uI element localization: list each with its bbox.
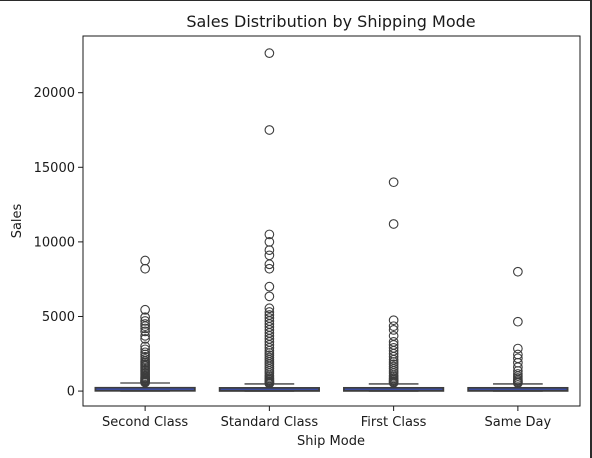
chart-title: Sales Distribution by Shipping Mode <box>186 12 475 31</box>
x-tick-label: Second Class <box>102 415 188 430</box>
outlier-point <box>140 316 150 326</box>
outlier-point <box>264 250 275 261</box>
box-standard-class <box>218 48 320 392</box>
box-first-class <box>343 177 445 392</box>
x-axis: Second Class Standard Class First Class Sam… <box>102 406 552 430</box>
y-axis-label: Sales <box>10 203 25 238</box>
plot-frame <box>82 35 581 407</box>
window-edge-top <box>0 0 592 1</box>
outlier-point <box>140 323 150 334</box>
outlier-point <box>388 315 399 326</box>
outlier-point <box>264 291 275 302</box>
outlier-point <box>264 263 275 274</box>
outlier-point <box>140 263 150 274</box>
outlier-point <box>264 342 275 353</box>
outlier-point <box>388 177 399 188</box>
x-tick-label: Standard Class <box>221 415 319 430</box>
outlier-point <box>388 351 399 362</box>
outlier-point <box>264 245 275 255</box>
y-tick-label: 5000 <box>42 310 75 325</box>
outlier-point <box>513 266 523 277</box>
box-same-day <box>467 266 569 392</box>
outlier-point <box>513 378 523 388</box>
outlier-point <box>264 281 275 292</box>
outlier-point <box>264 229 275 240</box>
y-tick-label: 0 <box>67 385 75 400</box>
box-second-class <box>94 255 196 392</box>
outlier-point <box>388 378 399 388</box>
x-tick-label: Same Day <box>485 415 552 430</box>
outlier-point <box>264 125 275 135</box>
boxes <box>94 48 569 392</box>
y-axis: 0 5000 10000 15000 20000 <box>34 86 83 400</box>
outlier-point <box>140 326 150 337</box>
outlier-point <box>264 259 275 270</box>
outlier-point <box>264 303 275 314</box>
x-tick-label: First Class <box>361 415 427 430</box>
y-tick-label: 10000 <box>34 235 75 250</box>
window-edge-right <box>590 0 592 458</box>
outlier-point <box>264 378 275 389</box>
outlier-point <box>140 304 150 315</box>
outlier-point <box>388 321 399 332</box>
outlier-point <box>140 331 150 341</box>
outlier-point <box>140 377 150 388</box>
outlier-point <box>388 219 399 229</box>
outlier-point <box>388 325 399 335</box>
outlier-point <box>513 343 523 354</box>
x-axis-label: Ship Mode <box>297 434 365 449</box>
outlier-point <box>264 48 275 59</box>
y-tick-label: 15000 <box>34 161 75 176</box>
outlier-point <box>140 255 150 266</box>
y-tick-label: 20000 <box>34 86 75 101</box>
outlier-point <box>140 334 150 344</box>
outlier-point <box>513 316 523 327</box>
outlier-point <box>140 344 150 355</box>
